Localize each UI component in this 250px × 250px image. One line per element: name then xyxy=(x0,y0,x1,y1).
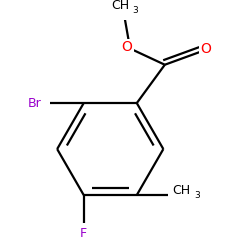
Text: CH: CH xyxy=(172,184,190,197)
Text: F: F xyxy=(80,227,87,240)
Text: 3: 3 xyxy=(132,6,138,15)
Text: 3: 3 xyxy=(194,191,200,200)
Text: O: O xyxy=(122,40,132,54)
Text: O: O xyxy=(200,42,211,56)
Text: Br: Br xyxy=(28,96,42,110)
Text: CH: CH xyxy=(112,0,130,12)
